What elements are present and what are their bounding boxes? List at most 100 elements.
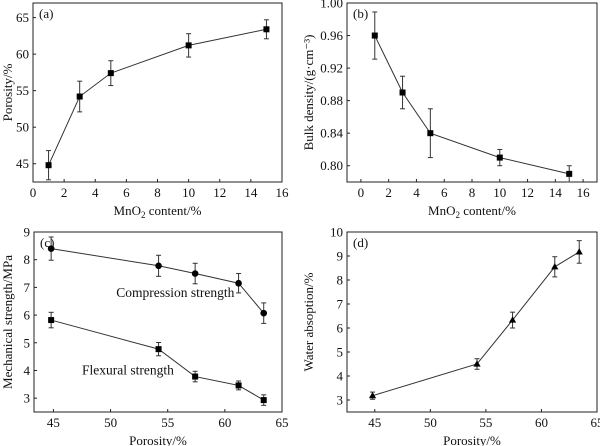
x-tick-label: 65 — [276, 415, 289, 430]
x-tick-label: 6 — [123, 185, 130, 200]
x-axis-label: Porosity/% — [443, 433, 501, 446]
data-point — [107, 70, 114, 77]
series-annotation: Flexural strength — [82, 363, 174, 378]
x-tick-label: 6 — [441, 185, 448, 200]
data-point — [473, 360, 481, 367]
data-point — [155, 262, 162, 270]
y-tick-label: 3 — [24, 391, 31, 406]
series-line — [374, 35, 570, 175]
y-tick-label: 5 — [24, 335, 31, 350]
x-tick-label: 50 — [424, 415, 437, 430]
data-point — [551, 263, 559, 270]
y-tick-label: 60 — [16, 47, 29, 62]
data-point — [371, 32, 378, 39]
x-tick-label: 0 — [30, 185, 37, 200]
x-tick-label: 16 — [276, 185, 290, 200]
y-tick-label: 8 — [24, 252, 31, 267]
data-point — [399, 89, 406, 96]
x-tick-label: 45 — [47, 415, 60, 430]
data-point — [427, 130, 434, 137]
data-point — [192, 373, 199, 380]
panel-label: (a) — [39, 6, 53, 21]
y-tick-label: 0.92 — [320, 61, 343, 76]
y-tick-label: 0.88 — [320, 93, 343, 108]
x-axis-label: MnO2 content/% — [114, 203, 202, 220]
y-tick-label: 9 — [24, 225, 31, 240]
plot-frame — [32, 2, 283, 183]
data-point — [76, 93, 83, 100]
x-tick-label: 8 — [469, 185, 476, 200]
plot-frame — [33, 231, 283, 413]
y-tick-label: 8 — [337, 273, 344, 288]
x-tick-label: 60 — [218, 415, 231, 430]
x-tick-label: 10 — [182, 185, 195, 200]
data-point — [47, 245, 55, 252]
x-tick-label: 2 — [385, 185, 392, 200]
plot-frame — [346, 2, 598, 183]
y-tick-label: 0.84 — [320, 126, 343, 141]
data-point — [566, 170, 573, 177]
x-tick-label: 2 — [61, 185, 68, 200]
x-tick-label: 14 — [549, 185, 563, 200]
x-tick-label: 55 — [161, 415, 174, 430]
panel-d: 4550556065345678910Water absoption/%(d) — [301, 225, 600, 431]
y-axis-label: Mechanical strength/MPa — [0, 255, 15, 389]
panel-label: (d) — [353, 235, 368, 250]
series-line — [51, 248, 265, 314]
panel-a: 0 2 4 6 8 10 12 14 16 45 50 55 60 65 Porosity/% (a) — [0, 2, 290, 200]
x-tick-label: 60 — [535, 415, 548, 430]
data-point — [191, 270, 199, 277]
y-tick-label: 5 — [337, 345, 344, 360]
y-tick-label: 4 — [337, 369, 344, 384]
data-point — [235, 382, 242, 389]
data-point — [368, 391, 377, 399]
data-point — [263, 26, 270, 33]
x-tick-label: 4 — [92, 185, 99, 200]
data-point — [185, 42, 192, 49]
x-axis-label: Porosity/% — [129, 433, 187, 446]
y-tick-label: 45 — [16, 156, 29, 171]
y-tick-label: 50 — [16, 120, 29, 135]
x-tick-label: 45 — [368, 415, 381, 430]
x-tick-label: 8 — [154, 185, 161, 200]
x-tick-label: 65 — [591, 415, 600, 430]
data-point — [155, 346, 162, 353]
series-annotation: Compression strength — [116, 285, 234, 300]
panel-label: (b) — [353, 6, 368, 21]
x-tick-label: 12 — [521, 185, 534, 200]
plot-frame — [346, 231, 598, 413]
y-tick-label: 0.80 — [320, 158, 343, 173]
data-point — [508, 316, 517, 323]
x-tick-label: 4 — [413, 185, 420, 200]
y-tick-label: 65 — [16, 10, 29, 25]
x-tick-label: 10 — [493, 185, 506, 200]
series-line — [51, 319, 264, 401]
data-point — [260, 309, 268, 317]
y-tick-label: 7 — [337, 297, 344, 312]
data-point — [260, 397, 267, 404]
series-line — [372, 251, 580, 397]
x-axis-label: MnO2 content/% — [428, 203, 516, 220]
panel-b: 0 2 4 6 8 10 12 14 16 0.80 0.84 0.88 0.92 0.96 1.00 Bul… — [301, 0, 598, 200]
x-tick-label: 12 — [213, 185, 226, 200]
y-axis-label: Porosity/% — [0, 63, 15, 121]
y-tick-label: 0.96 — [320, 28, 343, 43]
y-tick-label: 55 — [16, 83, 29, 98]
y-tick-label: 3 — [337, 393, 344, 408]
data-point — [235, 279, 242, 287]
y-tick-label: 4 — [24, 363, 31, 378]
y-tick-label: 10 — [330, 225, 343, 240]
x-tick-label: 50 — [104, 415, 117, 430]
data-point — [48, 317, 55, 324]
x-tick-label: 55 — [479, 415, 492, 430]
x-tick-label: 16 — [577, 185, 591, 200]
data-point — [45, 162, 52, 169]
y-axis-label: Water absoption/% — [301, 272, 316, 371]
x-tick-label: 0 — [358, 185, 365, 200]
y-tick-label: 6 — [337, 321, 344, 336]
y-tick-label: 7 — [24, 280, 31, 295]
y-tick-label: 9 — [337, 249, 344, 264]
y-tick-label: 6 — [24, 308, 31, 323]
